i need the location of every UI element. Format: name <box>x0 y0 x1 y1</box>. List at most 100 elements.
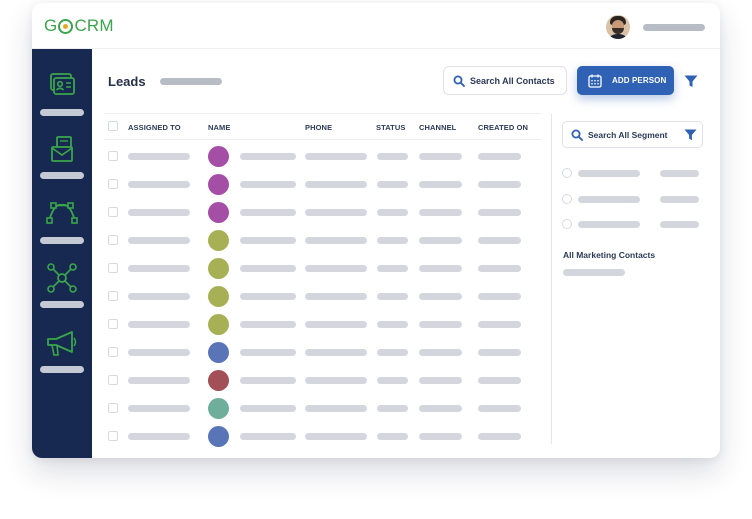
lead-avatar[interactable] <box>208 146 229 167</box>
table-row[interactable] <box>104 310 541 338</box>
created-on-placeholder <box>478 265 521 272</box>
row-checkbox[interactable] <box>108 151 118 161</box>
page-title: Leads <box>108 74 146 89</box>
table-row[interactable] <box>104 366 541 394</box>
logo-prefix: G <box>44 16 58 35</box>
channel-placeholder <box>419 209 462 216</box>
sidebar-item-contacts[interactable] <box>38 73 86 128</box>
segment-count-placeholder <box>660 221 699 228</box>
calendar-icon <box>588 74 602 88</box>
segment-name-placeholder <box>578 196 640 203</box>
lead-avatar[interactable] <box>208 258 229 279</box>
search-contacts-button[interactable]: Search All Contacts <box>443 66 567 95</box>
table-row[interactable] <box>104 338 541 366</box>
status-placeholder <box>377 321 408 328</box>
created-on-placeholder <box>478 433 521 440</box>
lead-avatar[interactable] <box>208 314 229 335</box>
row-checkbox[interactable] <box>108 207 118 217</box>
row-checkbox[interactable] <box>108 319 118 329</box>
pipeline-icon <box>46 202 78 224</box>
filter-icon[interactable] <box>684 129 697 141</box>
app-window: G CRM <box>32 3 720 458</box>
user-name-placeholder[interactable] <box>643 24 705 31</box>
assigned-to-placeholder <box>128 209 190 216</box>
lead-avatar[interactable] <box>208 370 229 391</box>
column-header[interactable]: ASSIGNED TO <box>128 123 181 132</box>
row-checkbox[interactable] <box>108 263 118 273</box>
lead-avatar[interactable] <box>208 342 229 363</box>
row-checkbox[interactable] <box>108 235 118 245</box>
table-row[interactable] <box>104 170 541 198</box>
select-all-checkbox[interactable] <box>108 121 118 131</box>
row-checkbox[interactable] <box>108 431 118 441</box>
name-placeholder <box>240 377 296 384</box>
row-checkbox[interactable] <box>108 179 118 189</box>
phone-placeholder <box>305 237 367 244</box>
add-person-button[interactable]: ADD PERSON <box>577 66 674 95</box>
name-placeholder <box>240 349 296 356</box>
segment-radio[interactable] <box>562 168 572 178</box>
assigned-to-placeholder <box>128 433 190 440</box>
column-header[interactable]: CREATED ON <box>478 123 529 132</box>
search-segment-label: Search All Segment <box>588 129 668 140</box>
name-placeholder <box>240 321 296 328</box>
sidebar-item-campaigns[interactable] <box>38 330 86 385</box>
search-segment-button[interactable]: Search All Segment <box>562 121 703 148</box>
lead-avatar[interactable] <box>208 286 229 307</box>
table-row[interactable] <box>104 198 541 226</box>
channel-placeholder <box>419 321 462 328</box>
status-placeholder <box>377 405 408 412</box>
lead-avatar[interactable] <box>208 174 229 195</box>
segment-radio[interactable] <box>562 219 572 229</box>
lead-avatar[interactable] <box>208 230 229 251</box>
channel-placeholder <box>419 181 462 188</box>
segment-radio[interactable] <box>562 194 572 204</box>
row-checkbox[interactable] <box>108 291 118 301</box>
channel-placeholder <box>419 405 462 412</box>
filter-icon[interactable] <box>684 75 698 88</box>
search-icon <box>571 129 583 141</box>
search-icon <box>453 75 465 87</box>
row-checkbox[interactable] <box>108 403 118 413</box>
status-placeholder <box>377 181 408 188</box>
name-placeholder <box>240 181 296 188</box>
channel-placeholder <box>419 265 462 272</box>
lead-avatar[interactable] <box>208 426 229 447</box>
table-row[interactable] <box>104 254 541 282</box>
column-header[interactable]: NAME <box>208 123 231 132</box>
table-row[interactable] <box>104 282 541 310</box>
created-on-placeholder <box>478 181 521 188</box>
lead-avatar[interactable] <box>208 202 229 223</box>
sidebar-item-label <box>40 172 84 179</box>
lead-avatar[interactable] <box>208 398 229 419</box>
sidebar <box>32 49 92 458</box>
column-header[interactable]: STATUS <box>376 123 406 132</box>
name-placeholder <box>240 209 296 216</box>
status-placeholder <box>377 265 408 272</box>
sidebar-item-pipeline[interactable] <box>38 201 86 256</box>
status-placeholder <box>377 377 408 384</box>
table-row[interactable] <box>104 142 541 170</box>
assigned-to-placeholder <box>128 293 190 300</box>
channel-placeholder <box>419 153 462 160</box>
assigned-to-placeholder <box>128 321 190 328</box>
name-placeholder <box>240 433 296 440</box>
phone-placeholder <box>305 433 367 440</box>
logo[interactable]: G CRM <box>44 16 114 36</box>
name-placeholder <box>240 153 296 160</box>
table-row[interactable] <box>104 226 541 254</box>
assigned-to-placeholder <box>128 265 190 272</box>
logo-icon <box>58 18 74 34</box>
user-avatar[interactable] <box>606 15 630 39</box>
sidebar-item-network[interactable] <box>38 263 86 318</box>
row-checkbox[interactable] <box>108 375 118 385</box>
created-on-placeholder <box>478 237 521 244</box>
channel-placeholder <box>419 237 462 244</box>
column-header[interactable]: CHANNEL <box>419 123 457 132</box>
column-header[interactable]: PHONE <box>305 123 333 132</box>
row-checkbox[interactable] <box>108 347 118 357</box>
table-row[interactable] <box>104 422 541 450</box>
table-row[interactable] <box>104 394 541 422</box>
sidebar-item-mail[interactable] <box>38 136 86 191</box>
channel-placeholder <box>419 433 462 440</box>
